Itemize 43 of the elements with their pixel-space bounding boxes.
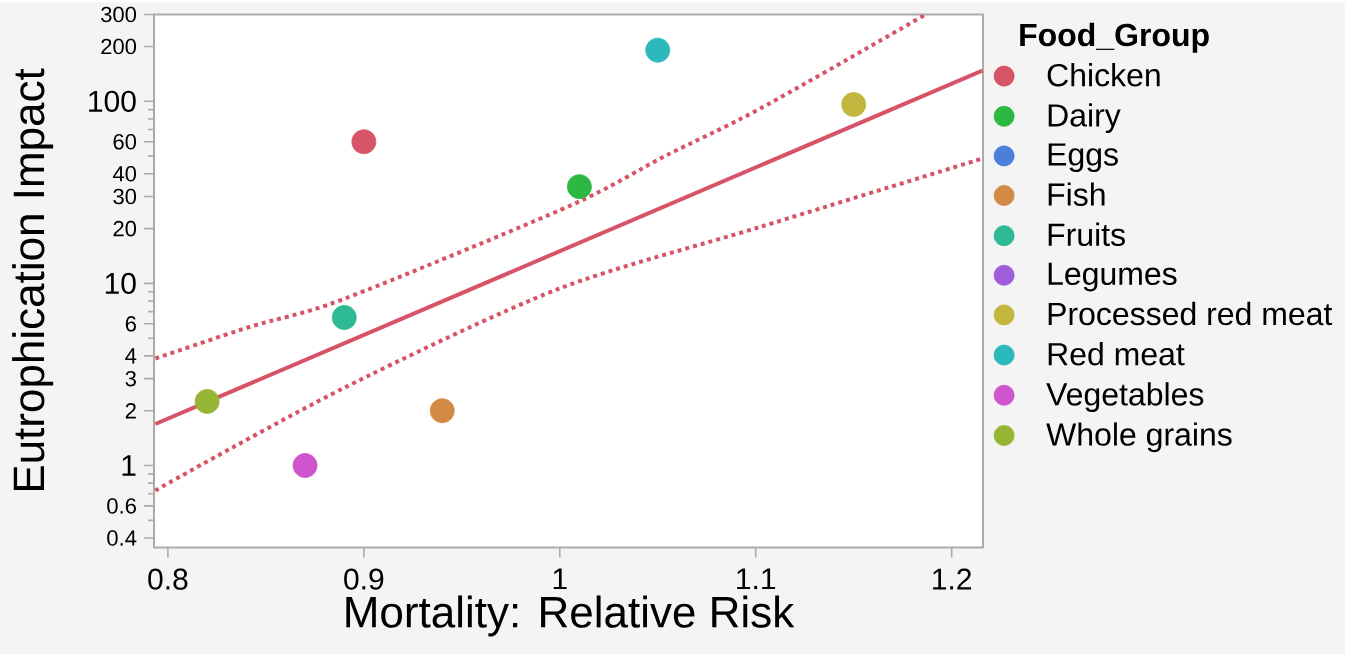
legend-label: Fruits	[1048, 222, 1125, 246]
y-tick-label: 0.4	[107, 530, 137, 546]
legend-label: Eggs	[1048, 143, 1118, 172]
point	[351, 129, 377, 154]
point	[645, 37, 671, 63]
y-axis-title: Eutrophication Impact	[12, 68, 54, 490]
y-tick-label: 10	[105, 272, 136, 294]
x-tick-label: 1	[553, 568, 567, 589]
legend-label: Chicken	[1047, 62, 1160, 87]
y-tick-label: 6	[125, 315, 136, 332]
legend-label: Whole grains	[1046, 422, 1232, 452]
point	[566, 174, 592, 199]
line-series	[154, 14, 927, 361]
point	[429, 398, 455, 423]
point	[331, 304, 357, 330]
y-tick-label: 20	[113, 220, 137, 237]
point	[841, 91, 867, 117]
y-tick-label: 1	[122, 454, 136, 476]
y-tick-label: 0.6	[107, 497, 136, 514]
x-tick-label: 1.1	[737, 568, 776, 589]
x-tick-label: 0.8	[148, 568, 188, 590]
y-tick-label: 4	[125, 348, 137, 364]
legend-label: Legumes	[1048, 262, 1177, 292]
legend-label: Red meat	[1048, 341, 1185, 366]
legend-title: Food_Group	[1020, 22, 1209, 53]
y-tick-label: 100	[89, 90, 136, 112]
y-tick-label: 60	[113, 133, 137, 150]
legend-label: Dairy	[1048, 103, 1121, 133]
x-axis-title: Mortality: Relative Risk	[346, 595, 795, 637]
y-tick-label: 300	[101, 6, 137, 23]
y-tick-label: 200	[101, 38, 137, 55]
x-tick-label: 1.2	[933, 568, 972, 590]
line-series	[154, 156, 983, 493]
point	[292, 452, 318, 478]
y-tick-label: 2	[125, 402, 136, 419]
legend-label: Fish	[1048, 182, 1105, 206]
legend-label: Vegetables	[1046, 381, 1204, 412]
x-tick-label: 0.9	[344, 568, 384, 590]
y-tick-label: 30	[113, 188, 137, 205]
y-tick-label: 40	[112, 165, 137, 182]
legend-label: Processed red meat	[1048, 301, 1333, 326]
y-tick-label: 3	[125, 370, 136, 387]
point	[194, 388, 220, 414]
